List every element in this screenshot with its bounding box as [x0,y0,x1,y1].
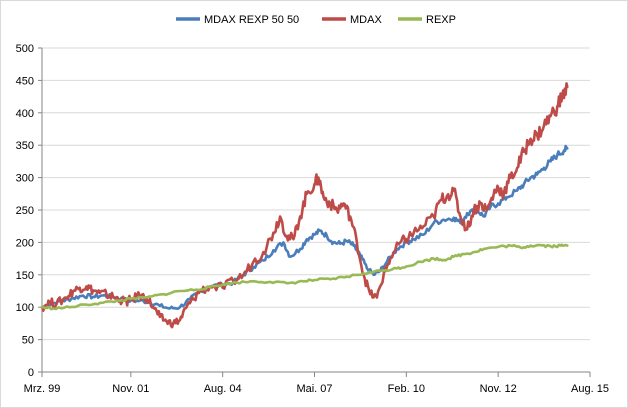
y-tick-label: 50 [22,335,34,347]
x-tick-label: Aug. 04 [204,383,242,395]
x-tick-label: Mrz. 99 [24,383,61,395]
legend-label: MDAX REXP 50 50 [204,14,299,26]
x-axis: Mrz. 99 Nov. 01 Aug. 04 Mai. 07 Feb. 10 Nov. … [24,371,609,395]
series-line-mdax-rexp-50-50 [40,144,569,310]
series-layer [40,82,569,329]
y-axis: 0 50 100 150 200 250 300 350 400 450 500 [16,43,590,379]
x-tick-label: Feb. 10 [388,383,425,395]
y-tick-label: 150 [16,270,34,282]
x-tick-label: Aug. 15 [571,383,609,395]
y-tick-label: 200 [16,237,34,249]
y-tick-label: 100 [16,302,34,314]
y-tick-label: 500 [16,43,34,55]
legend-label: MDAX [350,14,382,26]
legend: MDAX REXP 50 50 MDAX REXP [176,14,456,26]
y-tick-label: 350 [16,140,34,152]
legend-label: REXP [426,14,456,26]
x-tick-label: Nov. 01 [112,383,149,395]
x-tick-label: Nov. 12 [480,383,517,395]
y-tick-label: 0 [28,367,34,379]
series-line-rexp [40,243,569,311]
series-line-mdax [40,82,569,329]
y-tick-label: 400 [16,108,34,120]
y-tick-label: 450 [16,75,34,87]
y-tick-label: 300 [16,173,34,185]
x-tick-label: Mai. 07 [296,383,332,395]
y-tick-label: 250 [16,205,34,217]
